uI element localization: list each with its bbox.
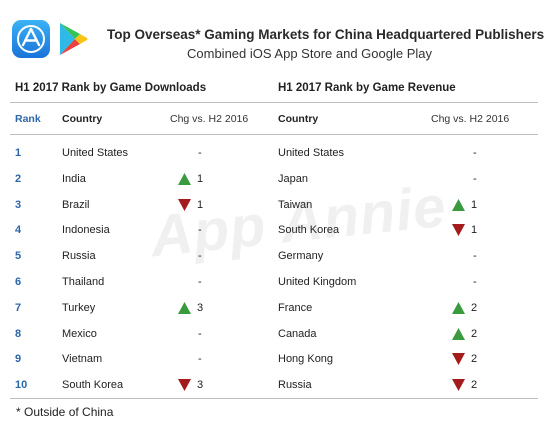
revenue-country-cell: Japan — [278, 172, 308, 185]
change-value: 1 — [197, 198, 204, 211]
table-row: 9 Vietnam - Hong Kong 2 — [0, 352, 550, 372]
downloads-change-cell: - — [198, 327, 202, 340]
downloads-change-cell: - — [198, 353, 202, 366]
footnote: * Outside of China — [16, 405, 114, 419]
revenue-change-cell: - — [473, 250, 477, 263]
table-row: 7 Turkey 3 France 2 — [0, 301, 550, 321]
rank-cell: 5 — [15, 250, 22, 263]
table-row: 5 Russia - Germany - — [0, 249, 550, 269]
downloads-change-cell: 3 — [178, 301, 238, 315]
change-value: 2 — [471, 301, 478, 314]
triangle-up-icon — [178, 301, 197, 315]
table-row: 1 United States - United States - — [0, 146, 550, 166]
rank-cell: 3 — [15, 198, 22, 211]
revenue-change-cell: 2 — [452, 301, 512, 315]
page-subtitle: Combined iOS App Store and Google Play — [187, 46, 432, 61]
revenue-country-cell: United States — [278, 147, 345, 159]
triangle-up-icon — [452, 327, 471, 341]
revenue-country-cell: France — [278, 301, 313, 314]
revenue-country-cell: Canada — [278, 327, 317, 340]
change-value: 1 — [471, 224, 478, 237]
triangle-up-icon — [178, 172, 197, 186]
revenue-section-title: H1 2017 Rank by Game Revenue — [278, 82, 456, 94]
revenue-country-cell: Russia — [278, 379, 312, 392]
downloads-country-cell: Thailand — [62, 276, 105, 288]
triangle-down-icon — [452, 223, 471, 237]
triangle-up-icon — [452, 198, 471, 212]
revenue-country-cell: South Korea — [278, 224, 340, 237]
downloads-change-header: Chg vs. H2 2016 — [170, 113, 249, 125]
downloads-country-cell: United States — [62, 147, 129, 159]
triangle-down-icon — [178, 378, 197, 392]
bottom-divider — [10, 398, 538, 399]
revenue-change-cell: 1 — [452, 198, 512, 212]
change-value: 2 — [471, 379, 478, 392]
revenue-change-cell: 2 — [452, 327, 512, 341]
rank-column-header: Rank — [15, 113, 41, 125]
downloads-section-title: H1 2017 Rank by Game Downloads — [15, 82, 207, 94]
triangle-up-icon — [452, 301, 471, 315]
downloads-change-cell: - — [198, 147, 202, 159]
rank-cell: 10 — [15, 379, 28, 392]
change-value: 3 — [197, 379, 204, 392]
revenue-change-cell: - — [473, 276, 477, 288]
downloads-country-cell: Indonesia — [62, 224, 110, 237]
google-play-icon — [58, 21, 88, 57]
rank-cell: 7 — [15, 301, 22, 314]
rank-cell: 2 — [15, 172, 22, 185]
downloads-country-cell: Vietnam — [62, 353, 103, 366]
downloads-country-cell: Mexico — [62, 327, 97, 340]
downloads-change-cell: 1 — [178, 198, 238, 212]
rank-cell: 6 — [15, 276, 22, 288]
top-divider — [10, 102, 538, 103]
change-value: 3 — [197, 301, 204, 314]
table-row: 8 Mexico - Canada 2 — [0, 327, 550, 347]
downloads-country-cell: Russia — [62, 250, 96, 263]
downloads-change-cell: - — [198, 276, 202, 288]
downloads-country-cell: Brazil — [62, 198, 90, 211]
revenue-change-cell: 2 — [452, 378, 512, 392]
revenue-change-header: Chg vs. H2 2016 — [431, 113, 510, 125]
header: Top Overseas* Gaming Markets for China H… — [12, 20, 545, 66]
revenue-country-cell: United Kingdom — [278, 276, 357, 288]
header-divider — [10, 134, 538, 135]
table-row: 2 India 1 Japan - — [0, 172, 550, 192]
downloads-change-cell: - — [198, 224, 202, 237]
table-row: 10 South Korea 3 Russia 2 — [0, 378, 550, 398]
app-store-icon — [12, 20, 50, 58]
table-row: 4 Indonesia - South Korea 1 — [0, 223, 550, 243]
change-value: 2 — [471, 327, 478, 340]
revenue-country-cell: Taiwan — [278, 198, 313, 211]
downloads-country-header: Country — [62, 113, 103, 125]
revenue-change-cell: - — [473, 172, 477, 185]
revenue-country-header: Country — [278, 113, 319, 125]
downloads-country-cell: South Korea — [62, 379, 124, 392]
downloads-change-cell: 1 — [178, 172, 238, 186]
change-value: 1 — [197, 172, 204, 185]
downloads-country-cell: India — [62, 172, 86, 185]
table-row: 3 Brazil 1 Taiwan 1 — [0, 198, 550, 218]
change-value: 1 — [471, 198, 478, 211]
change-value: 2 — [471, 353, 478, 366]
rank-cell: 9 — [15, 353, 22, 366]
revenue-change-cell: - — [473, 147, 477, 159]
triangle-down-icon — [452, 378, 471, 392]
triangle-down-icon — [452, 352, 471, 366]
downloads-change-cell: 3 — [178, 378, 238, 392]
downloads-change-cell: - — [198, 250, 202, 263]
revenue-country-cell: Hong Kong — [278, 353, 334, 366]
revenue-change-cell: 2 — [452, 352, 512, 366]
table-row: 6 Thailand - United Kingdom - — [0, 275, 550, 295]
rank-cell: 1 — [15, 147, 22, 159]
downloads-country-cell: Turkey — [62, 301, 96, 314]
revenue-country-cell: Germany — [278, 250, 324, 263]
rank-cell: 8 — [15, 327, 22, 340]
revenue-change-cell: 1 — [452, 223, 512, 237]
rank-cell: 4 — [15, 224, 22, 237]
page-title: Top Overseas* Gaming Markets for China H… — [107, 27, 545, 42]
triangle-down-icon — [178, 198, 197, 212]
